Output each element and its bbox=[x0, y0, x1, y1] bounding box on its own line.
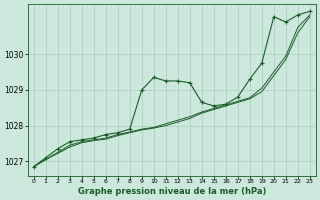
X-axis label: Graphe pression niveau de la mer (hPa): Graphe pression niveau de la mer (hPa) bbox=[77, 187, 266, 196]
